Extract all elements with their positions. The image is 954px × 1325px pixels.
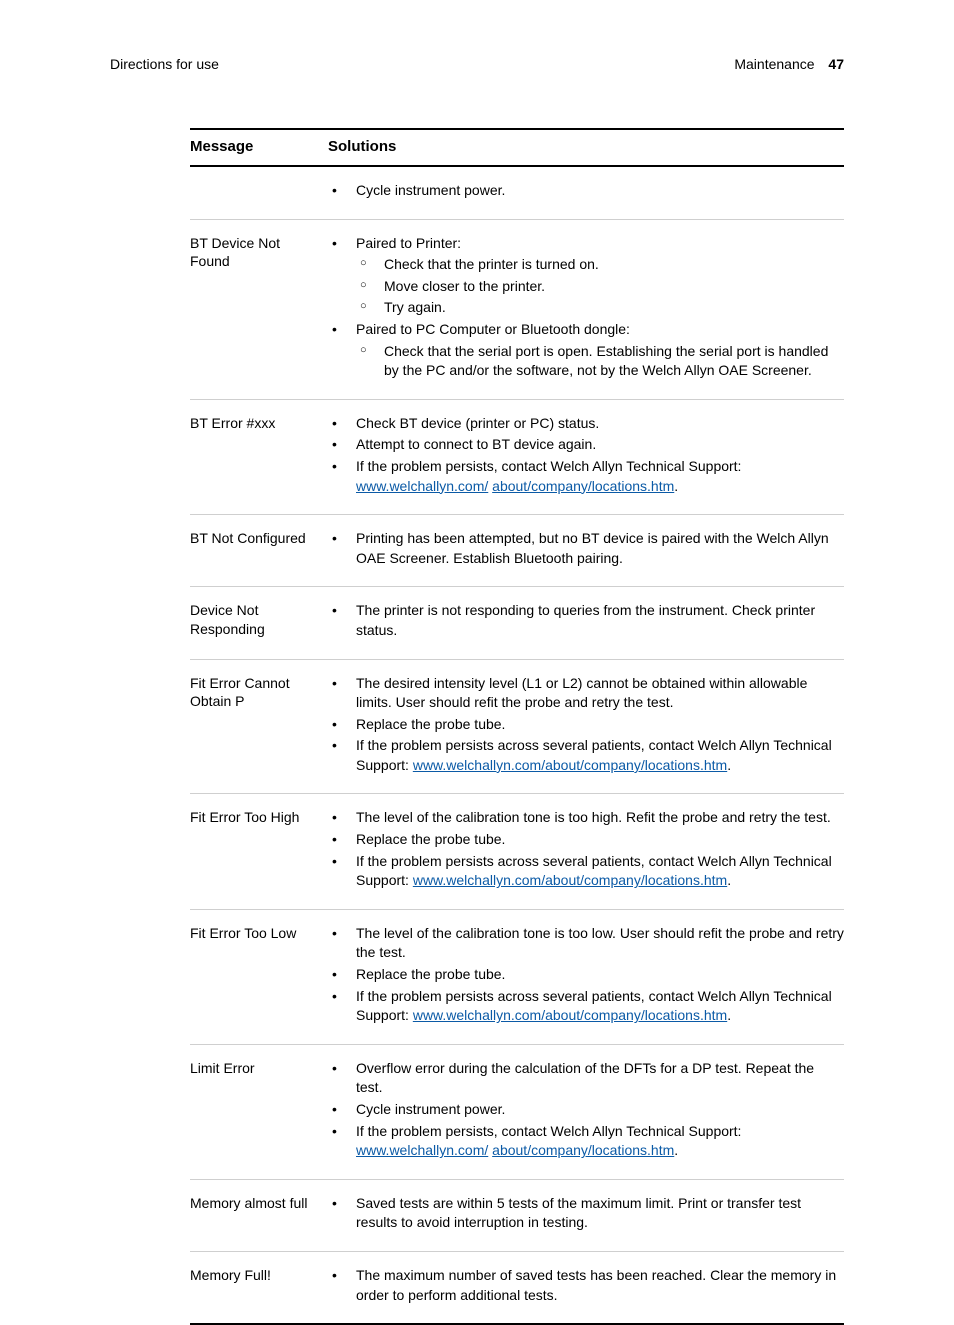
message-cell: BT Error #xxx bbox=[190, 414, 328, 433]
solutions-list: Printing has been attempted, but no BT d… bbox=[328, 529, 844, 568]
table-row: Fit Error Too LowThe level of the calibr… bbox=[190, 910, 844, 1044]
solutions-cell: Printing has been attempted, but no BT d… bbox=[328, 529, 844, 570]
table-row: BT Error #xxxCheck BT device (printer or… bbox=[190, 400, 844, 514]
solution-item: Overflow error during the calculation of… bbox=[328, 1059, 844, 1098]
solutions-list: Saved tests are within 5 tests of the ma… bbox=[328, 1194, 844, 1233]
message-cell: BT Not Configured bbox=[190, 529, 328, 548]
solution-item: Cycle instrument power. bbox=[328, 1100, 844, 1120]
solution-subitem: Move closer to the printer. bbox=[356, 277, 844, 297]
table-row: Memory Full!The maximum number of saved … bbox=[190, 1252, 844, 1323]
message-cell: Fit Error Cannot Obtain P bbox=[190, 674, 328, 712]
message-cell: BT Device Not Found bbox=[190, 234, 328, 272]
solution-item: Replace the probe tube. bbox=[328, 830, 844, 850]
solution-item: Replace the probe tube. bbox=[328, 715, 844, 735]
solutions-cell: Saved tests are within 5 tests of the ma… bbox=[328, 1194, 844, 1235]
solution-sublist: Check that the serial port is open. Esta… bbox=[356, 342, 844, 381]
solutions-cell: Paired to Printer:Check that the printer… bbox=[328, 234, 844, 383]
troubleshooting-table: Message Solutions Cycle instrument power… bbox=[190, 128, 844, 1325]
solution-item: The level of the calibration tone is too… bbox=[328, 808, 844, 828]
solution-item: If the problem persists, contact Welch A… bbox=[328, 1122, 844, 1161]
table-row: BT Device Not FoundPaired to Printer:Che… bbox=[190, 220, 844, 399]
solutions-list: The level of the calibration tone is too… bbox=[328, 808, 844, 890]
support-link[interactable]: about/company/locations.htm bbox=[492, 478, 674, 494]
support-link[interactable]: www.welchallyn.com/about/company/locatio… bbox=[413, 1007, 727, 1023]
solution-item: If the problem persists across several p… bbox=[328, 987, 844, 1026]
solution-item: Replace the probe tube. bbox=[328, 965, 844, 985]
solutions-list: Overflow error during the calculation of… bbox=[328, 1059, 844, 1161]
solution-item: The desired intensity level (L1 or L2) c… bbox=[328, 674, 844, 713]
solutions-cell: Cycle instrument power. bbox=[328, 181, 844, 203]
message-cell: Fit Error Too High bbox=[190, 808, 328, 827]
solution-item: Paired to Printer:Check that the printer… bbox=[328, 234, 844, 318]
solution-sublist: Check that the printer is turned on.Move… bbox=[356, 255, 844, 318]
solutions-list: The desired intensity level (L1 or L2) c… bbox=[328, 674, 844, 776]
table-row: Memory almost fullSaved tests are within… bbox=[190, 1180, 844, 1251]
running-header: Directions for use Maintenance 47 bbox=[110, 56, 844, 72]
message-cell: Device Not Responding bbox=[190, 601, 328, 639]
table-header-row: Message Solutions bbox=[190, 130, 844, 165]
solution-item: The maximum number of saved tests has be… bbox=[328, 1266, 844, 1305]
table-row: Limit ErrorOverflow error during the cal… bbox=[190, 1045, 844, 1179]
support-link[interactable]: about/company/locations.htm bbox=[492, 1142, 674, 1158]
solutions-cell: The printer is not responding to queries… bbox=[328, 601, 844, 642]
solution-item: Attempt to connect to BT device again. bbox=[328, 435, 844, 455]
support-link[interactable]: www.welchallyn.com/ bbox=[356, 1142, 488, 1158]
header-page-number: 47 bbox=[828, 56, 844, 72]
solution-item: If the problem persists across several p… bbox=[328, 736, 844, 775]
support-link[interactable]: www.welchallyn.com/ bbox=[356, 478, 488, 494]
th-message: Message bbox=[190, 138, 328, 155]
solutions-list: The maximum number of saved tests has be… bbox=[328, 1266, 844, 1305]
solution-item: If the problem persists, contact Welch A… bbox=[328, 457, 844, 496]
solutions-cell: The desired intensity level (L1 or L2) c… bbox=[328, 674, 844, 778]
support-link[interactable]: www.welchallyn.com/about/company/locatio… bbox=[413, 872, 727, 888]
message-cell: Limit Error bbox=[190, 1059, 328, 1078]
header-left: Directions for use bbox=[110, 56, 219, 72]
solutions-list: Cycle instrument power. bbox=[328, 181, 844, 201]
solutions-list: Paired to Printer:Check that the printer… bbox=[328, 234, 844, 381]
table-row: Fit Error Too HighThe level of the calib… bbox=[190, 794, 844, 908]
manual-page: Directions for use Maintenance 47 Messag… bbox=[0, 0, 954, 1235]
table-row: Cycle instrument power. bbox=[190, 167, 844, 219]
solution-item: Check BT device (printer or PC) status. bbox=[328, 414, 844, 434]
solution-item: Saved tests are within 5 tests of the ma… bbox=[328, 1194, 844, 1233]
table-row: Device Not RespondingThe printer is not … bbox=[190, 587, 844, 658]
solutions-list: The printer is not responding to queries… bbox=[328, 601, 844, 640]
solutions-list: The level of the calibration tone is too… bbox=[328, 924, 844, 1026]
th-solutions: Solutions bbox=[328, 138, 844, 155]
table-row: BT Not ConfiguredPrinting has been attem… bbox=[190, 515, 844, 586]
message-cell: Memory almost full bbox=[190, 1194, 328, 1213]
message-cell: Memory Full! bbox=[190, 1266, 328, 1285]
solution-item: Printing has been attempted, but no BT d… bbox=[328, 529, 844, 568]
solutions-cell: Overflow error during the calculation of… bbox=[328, 1059, 844, 1163]
solution-item: Paired to PC Computer or Bluetooth dongl… bbox=[328, 320, 844, 381]
header-right: Maintenance 47 bbox=[734, 56, 844, 72]
solution-item: The printer is not responding to queries… bbox=[328, 601, 844, 640]
solution-item: If the problem persists across several p… bbox=[328, 852, 844, 891]
solutions-cell: The level of the calibration tone is too… bbox=[328, 924, 844, 1028]
solutions-cell: The maximum number of saved tests has be… bbox=[328, 1266, 844, 1307]
solutions-list: Check BT device (printer or PC) status.A… bbox=[328, 414, 844, 496]
header-section: Maintenance bbox=[734, 56, 814, 72]
solution-item: Cycle instrument power. bbox=[328, 181, 844, 201]
solutions-cell: Check BT device (printer or PC) status.A… bbox=[328, 414, 844, 498]
table-row: Fit Error Cannot Obtain PThe desired int… bbox=[190, 660, 844, 794]
solutions-cell: The level of the calibration tone is too… bbox=[328, 808, 844, 892]
solution-subitem: Try again. bbox=[356, 298, 844, 318]
solution-subitem: Check that the printer is turned on. bbox=[356, 255, 844, 275]
solution-item: The level of the calibration tone is too… bbox=[328, 924, 844, 963]
message-cell: Fit Error Too Low bbox=[190, 924, 328, 943]
solution-subitem: Check that the serial port is open. Esta… bbox=[356, 342, 844, 381]
support-link[interactable]: www.welchallyn.com/about/company/locatio… bbox=[413, 757, 727, 773]
